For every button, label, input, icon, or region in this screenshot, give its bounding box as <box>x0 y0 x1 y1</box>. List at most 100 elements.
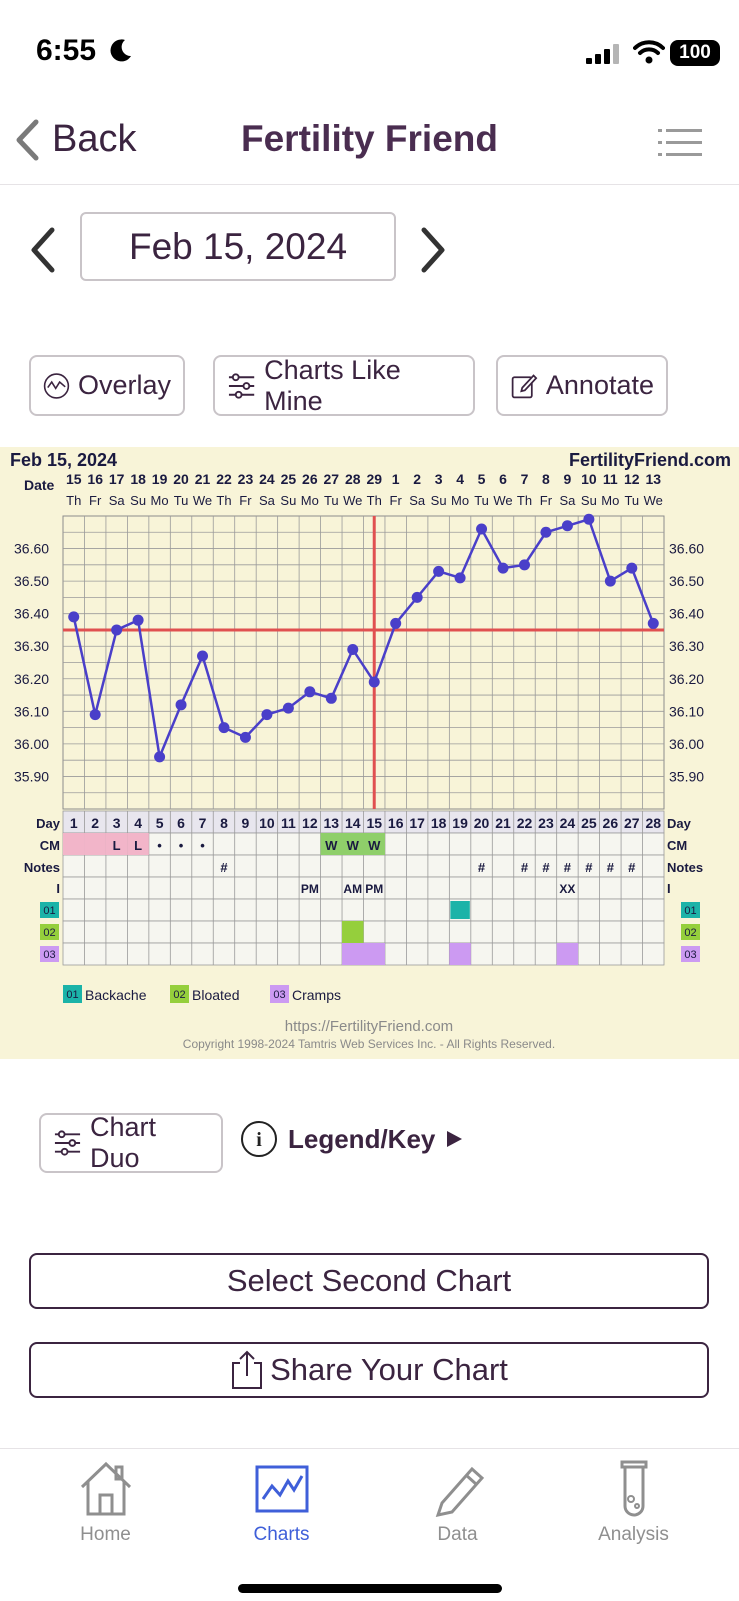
day-number: 23 <box>538 815 554 831</box>
temperature-point[interactable] <box>111 624 123 636</box>
symptom-code: 01 <box>684 905 696 917</box>
legend-key-label: Legend/Key <box>288 1123 436 1154</box>
overlay-button[interactable]: Overlay <box>29 355 185 416</box>
legend-label: Bloated <box>192 987 239 1003</box>
chevron-left-icon <box>16 119 39 160</box>
tab-analysis[interactable]: Analysis <box>541 1459 726 1546</box>
temperature-point[interactable] <box>218 722 230 734</box>
legend-code: 02 <box>173 989 185 1001</box>
temperature-point[interactable] <box>347 643 359 655</box>
symptom-code: 01 <box>43 905 55 917</box>
chart-date: Feb 15, 2024 <box>10 450 117 470</box>
weekday-tick: Th <box>367 493 382 508</box>
pencil-icon <box>435 1466 484 1518</box>
cm-cell <box>63 833 85 855</box>
weekday-tick: Tu <box>174 493 189 508</box>
temperature-point[interactable] <box>497 562 509 574</box>
date-tick: 27 <box>324 471 340 487</box>
temperature-point[interactable] <box>604 575 616 587</box>
day-number: 5 <box>156 815 164 831</box>
weekday-tick: Mo <box>601 493 619 508</box>
weekday-tick: Fr <box>390 493 403 508</box>
cm-text: W <box>325 838 338 853</box>
temperature-point[interactable] <box>197 650 209 662</box>
tab-charts[interactable]: Charts <box>189 1459 374 1546</box>
temperature-point[interactable] <box>282 702 294 714</box>
temperature-point[interactable] <box>325 692 337 704</box>
y-tick-right: 36.40 <box>669 606 704 622</box>
temperature-point[interactable] <box>368 676 380 688</box>
weekday-tick: Mo <box>301 493 319 508</box>
menu-icon[interactable] <box>658 128 702 158</box>
y-tick-left: 36.00 <box>14 736 49 752</box>
temperature-point[interactable] <box>390 617 402 629</box>
tab-data[interactable]: Data <box>365 1459 550 1546</box>
y-tick-left: 36.30 <box>14 638 49 654</box>
overlay-icon <box>43 372 70 399</box>
weekday-tick: Su <box>130 493 146 508</box>
temperature-point[interactable] <box>239 731 251 743</box>
temperature-point[interactable] <box>132 614 144 626</box>
temperature-point[interactable] <box>411 591 423 603</box>
select-second-chart-label: Select Second Chart <box>226 1263 512 1298</box>
temperature-point[interactable] <box>518 559 530 571</box>
weekday-tick: Fr <box>89 493 102 508</box>
temperature-point[interactable] <box>454 572 466 584</box>
date-field[interactable]: Feb 15, 2024 <box>80 212 396 281</box>
y-tick-right: 36.00 <box>669 736 704 752</box>
date-tick: 13 <box>645 471 661 487</box>
chart-footer-url[interactable]: https://FertilityFriend.com <box>285 1018 453 1035</box>
temperature-point[interactable] <box>561 520 573 532</box>
symptom-code-box <box>681 902 700 918</box>
select-second-chart-button[interactable]: Select Second Chart <box>29 1253 709 1309</box>
temperature-point[interactable] <box>647 617 659 629</box>
date-tick: 3 <box>435 471 443 487</box>
temperature-point[interactable] <box>433 565 445 577</box>
sliders-icon <box>54 1130 81 1156</box>
temperature-point[interactable] <box>68 611 80 623</box>
day-number: 11 <box>281 815 296 831</box>
cm-text: • <box>200 838 205 853</box>
row-label-i: I <box>667 881 671 896</box>
cm-text: • <box>157 838 162 853</box>
charts-like-mine-button[interactable]: Charts Like Mine <box>213 355 475 416</box>
temperature-point[interactable] <box>304 686 316 698</box>
temperature-point[interactable] <box>154 751 166 763</box>
info-icon: i <box>241 1121 277 1157</box>
temperature-point[interactable] <box>175 699 187 711</box>
charts-like-mine-label: Charts Like Mine <box>264 354 401 416</box>
day-number: 20 <box>474 815 490 831</box>
temperature-point[interactable] <box>626 562 638 574</box>
date-tick: 5 <box>478 471 486 487</box>
date-tick: 21 <box>195 471 211 487</box>
day-number: 1 <box>70 815 78 831</box>
bloated-cell <box>342 921 364 943</box>
day-number: 8 <box>220 815 228 831</box>
temperature-point[interactable] <box>583 513 595 525</box>
annotate-label: Annotate <box>545 370 654 400</box>
y-tick-left: 36.40 <box>14 606 49 622</box>
moon-icon <box>110 39 131 62</box>
annotate-button[interactable]: Annotate <box>496 355 668 416</box>
temperature-point[interactable] <box>540 526 552 538</box>
bbt-chart[interactable]: Feb 15, 2024 FertilityFriend.com 15 16 17 1… <box>0 447 739 1059</box>
triangle-right-icon <box>447 1131 463 1147</box>
weekday-tick: Sa <box>259 493 276 508</box>
tab-home[interactable]: Home <box>13 1459 198 1546</box>
date-tick: 23 <box>238 471 254 487</box>
day-number: 28 <box>645 815 661 831</box>
temperature-point[interactable] <box>89 709 101 721</box>
chevron-left-icon[interactable] <box>28 226 58 274</box>
legend-key-link[interactable]: i Legend/Key <box>240 1120 465 1158</box>
share-chart-button[interactable]: Share Your Chart <box>29 1342 709 1398</box>
day-number: 16 <box>388 815 404 831</box>
chart-duo-label: Chart Duo <box>90 1112 157 1173</box>
day-number: 22 <box>517 815 533 831</box>
symptom-code: 03 <box>684 949 696 961</box>
temperature-point[interactable] <box>476 523 488 535</box>
date-tick: 2 <box>413 471 421 487</box>
chart-duo-button[interactable]: Chart Duo <box>39 1112 223 1173</box>
chevron-right-icon[interactable] <box>418 226 448 274</box>
back-button[interactable]: Back <box>14 118 136 161</box>
temperature-point[interactable] <box>261 709 273 721</box>
